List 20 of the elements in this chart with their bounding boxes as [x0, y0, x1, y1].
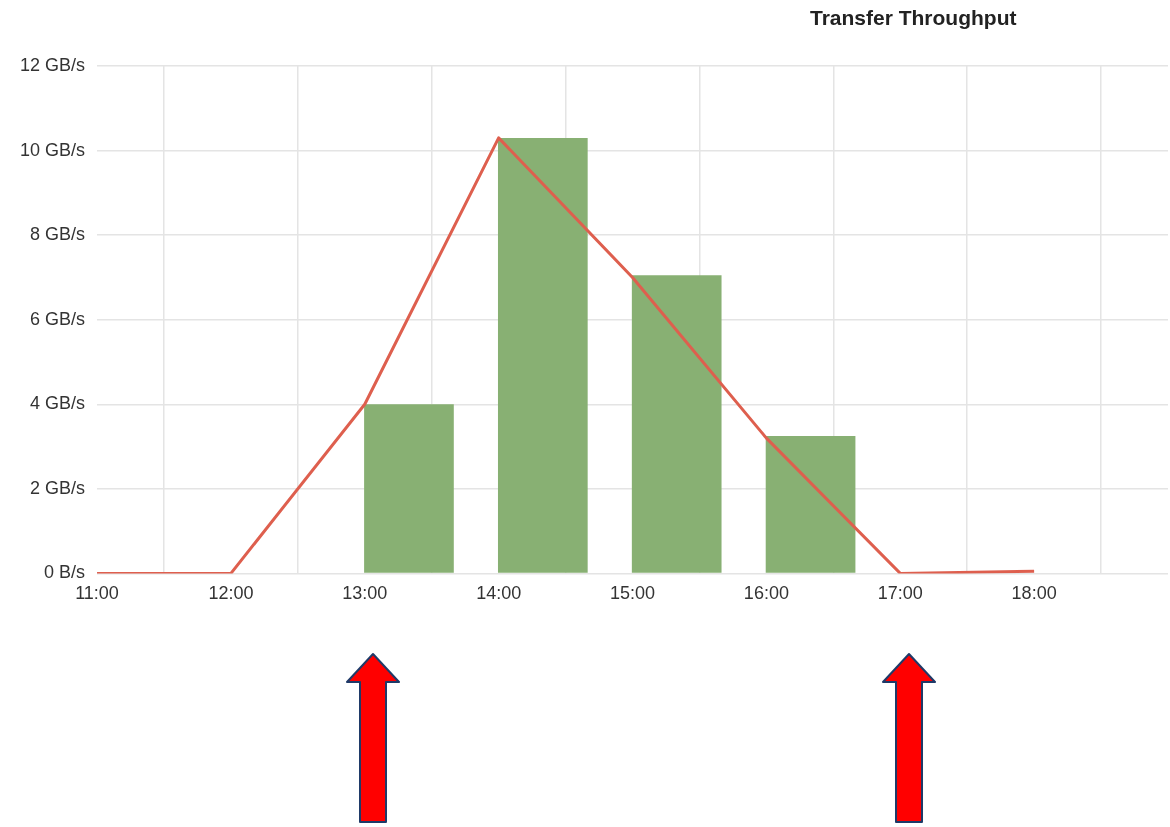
bar — [765, 435, 856, 573]
x-tick-label: 14:00 — [476, 583, 522, 604]
x-tick-label: 16:00 — [743, 583, 789, 604]
chart-title: Transfer Throughput — [810, 6, 1017, 30]
y-tick-label: 0 B/s — [44, 562, 86, 583]
bar — [364, 404, 454, 573]
y-tick-label: 8 GB/s — [30, 224, 86, 245]
y-tick-label: 6 GB/s — [30, 308, 86, 329]
y-tick-label: 10 GB/s — [20, 139, 86, 160]
x-tick-label: 17:00 — [877, 583, 923, 604]
y-tick-label: 12 GB/s — [20, 54, 86, 75]
x-tick-label: 12:00 — [208, 583, 254, 604]
x-tick-label: 15:00 — [609, 583, 656, 604]
x-tick-label: 11:00 — [75, 583, 119, 604]
bar — [631, 275, 722, 573]
x-tick-label: 18:00 — [1011, 583, 1057, 604]
bar — [497, 137, 588, 573]
y-tick-label: 2 GB/s — [30, 477, 86, 498]
x-tick-label: 13:00 — [342, 583, 388, 604]
y-tick-label: 4 GB/s — [30, 393, 86, 414]
